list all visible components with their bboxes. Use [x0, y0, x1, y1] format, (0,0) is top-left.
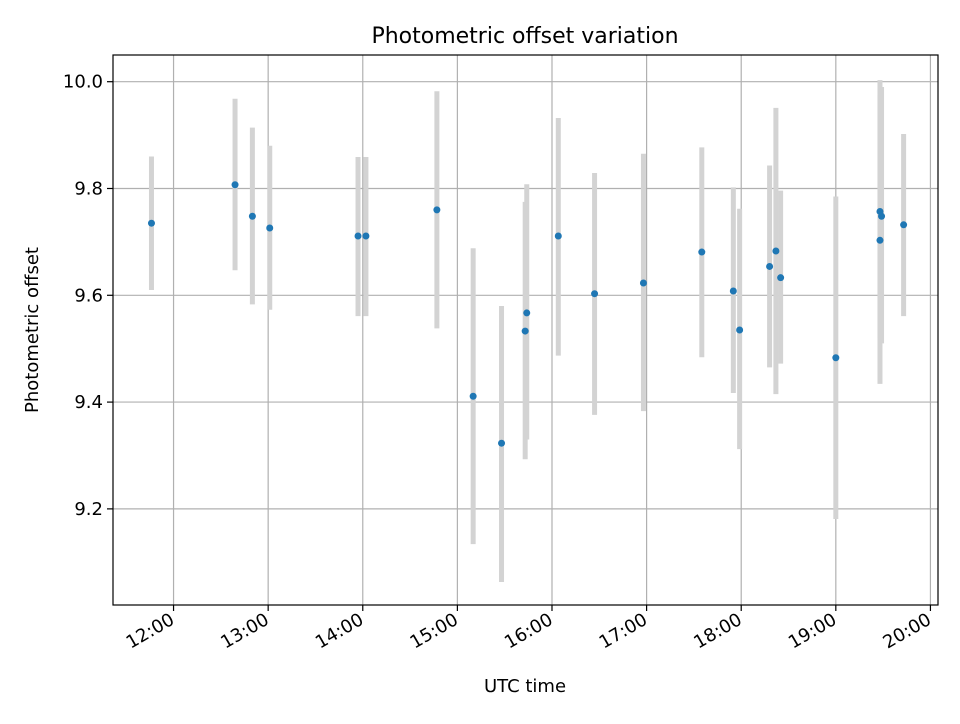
- x-axis-label: UTC time: [484, 676, 566, 697]
- data-point: [772, 247, 780, 255]
- y-tick-label: 10.0: [63, 72, 103, 93]
- data-point: [498, 439, 506, 447]
- axes-frame: [112, 54, 939, 606]
- data-point: [591, 290, 599, 298]
- data-point: [354, 232, 362, 240]
- data-point: [736, 326, 744, 334]
- data-point: [266, 224, 274, 232]
- data-point: [469, 392, 477, 400]
- data-point: [231, 181, 239, 189]
- data-point: [729, 287, 737, 295]
- chart-title: Photometric offset variation: [371, 24, 678, 49]
- data-point: [777, 274, 785, 282]
- y-tick-label: 9.6: [74, 285, 103, 306]
- data-point: [362, 232, 370, 240]
- data-point: [639, 279, 647, 287]
- data-points: [147, 181, 908, 447]
- data-point: [521, 327, 529, 335]
- data-point: [766, 262, 774, 270]
- data-point: [523, 309, 531, 317]
- data-point: [248, 212, 256, 220]
- y-tick-label: 9.8: [74, 178, 103, 199]
- data-point: [433, 206, 441, 214]
- data-point: [554, 232, 562, 240]
- data-point: [832, 354, 840, 362]
- data-point: [876, 236, 884, 244]
- data-point: [147, 219, 155, 227]
- y-tick-label: 9.2: [74, 499, 103, 520]
- data-point: [878, 212, 886, 220]
- data-point: [698, 248, 706, 256]
- y-axis-label: Photometric offset: [22, 247, 43, 413]
- data-point: [900, 221, 908, 229]
- y-tick-label: 9.4: [74, 392, 103, 413]
